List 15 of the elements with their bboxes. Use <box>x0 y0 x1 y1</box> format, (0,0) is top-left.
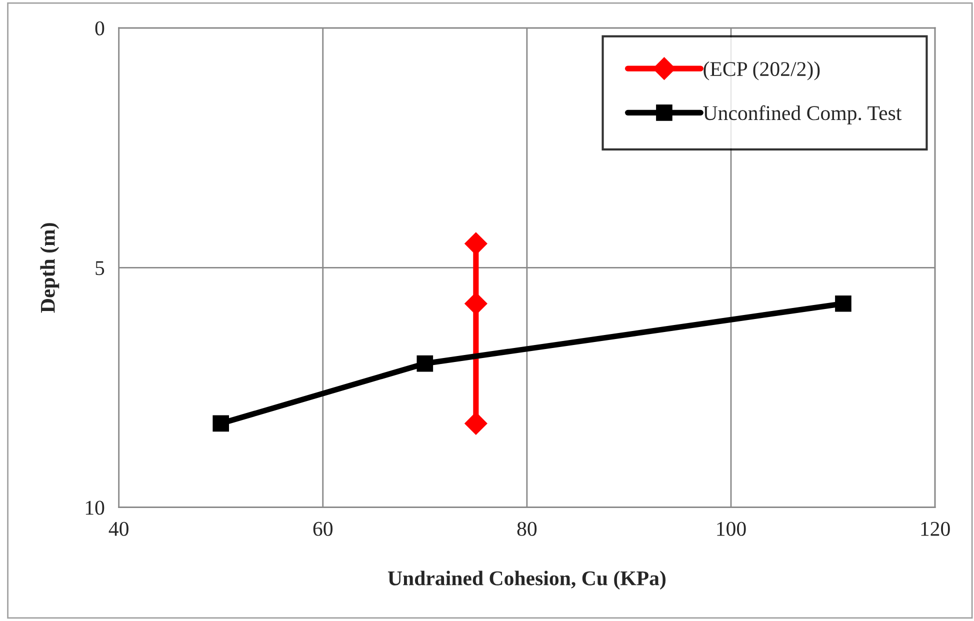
point <box>416 355 434 372</box>
x-axis-title: Undrained Cohesion, Cu (KPa) <box>388 570 666 590</box>
legend-label: Unconfined Comp. Test <box>703 105 902 124</box>
point <box>212 415 230 432</box>
x-tick-label: 60 <box>313 522 333 536</box>
y-tick-label: 5 <box>96 261 104 276</box>
x-tick-label: 100 <box>717 522 746 536</box>
y-axis-title: Depth (m) <box>40 223 60 313</box>
x-tick-label: 120 <box>921 522 950 536</box>
point <box>835 295 852 312</box>
x-tick-label: 40 <box>108 522 128 536</box>
y-tick-label: 0 <box>95 21 104 36</box>
y-tick-label: 10 <box>86 500 104 515</box>
legend-label: (ECP (202/2)) <box>704 61 820 80</box>
x-tick-label: 80 <box>517 522 537 536</box>
